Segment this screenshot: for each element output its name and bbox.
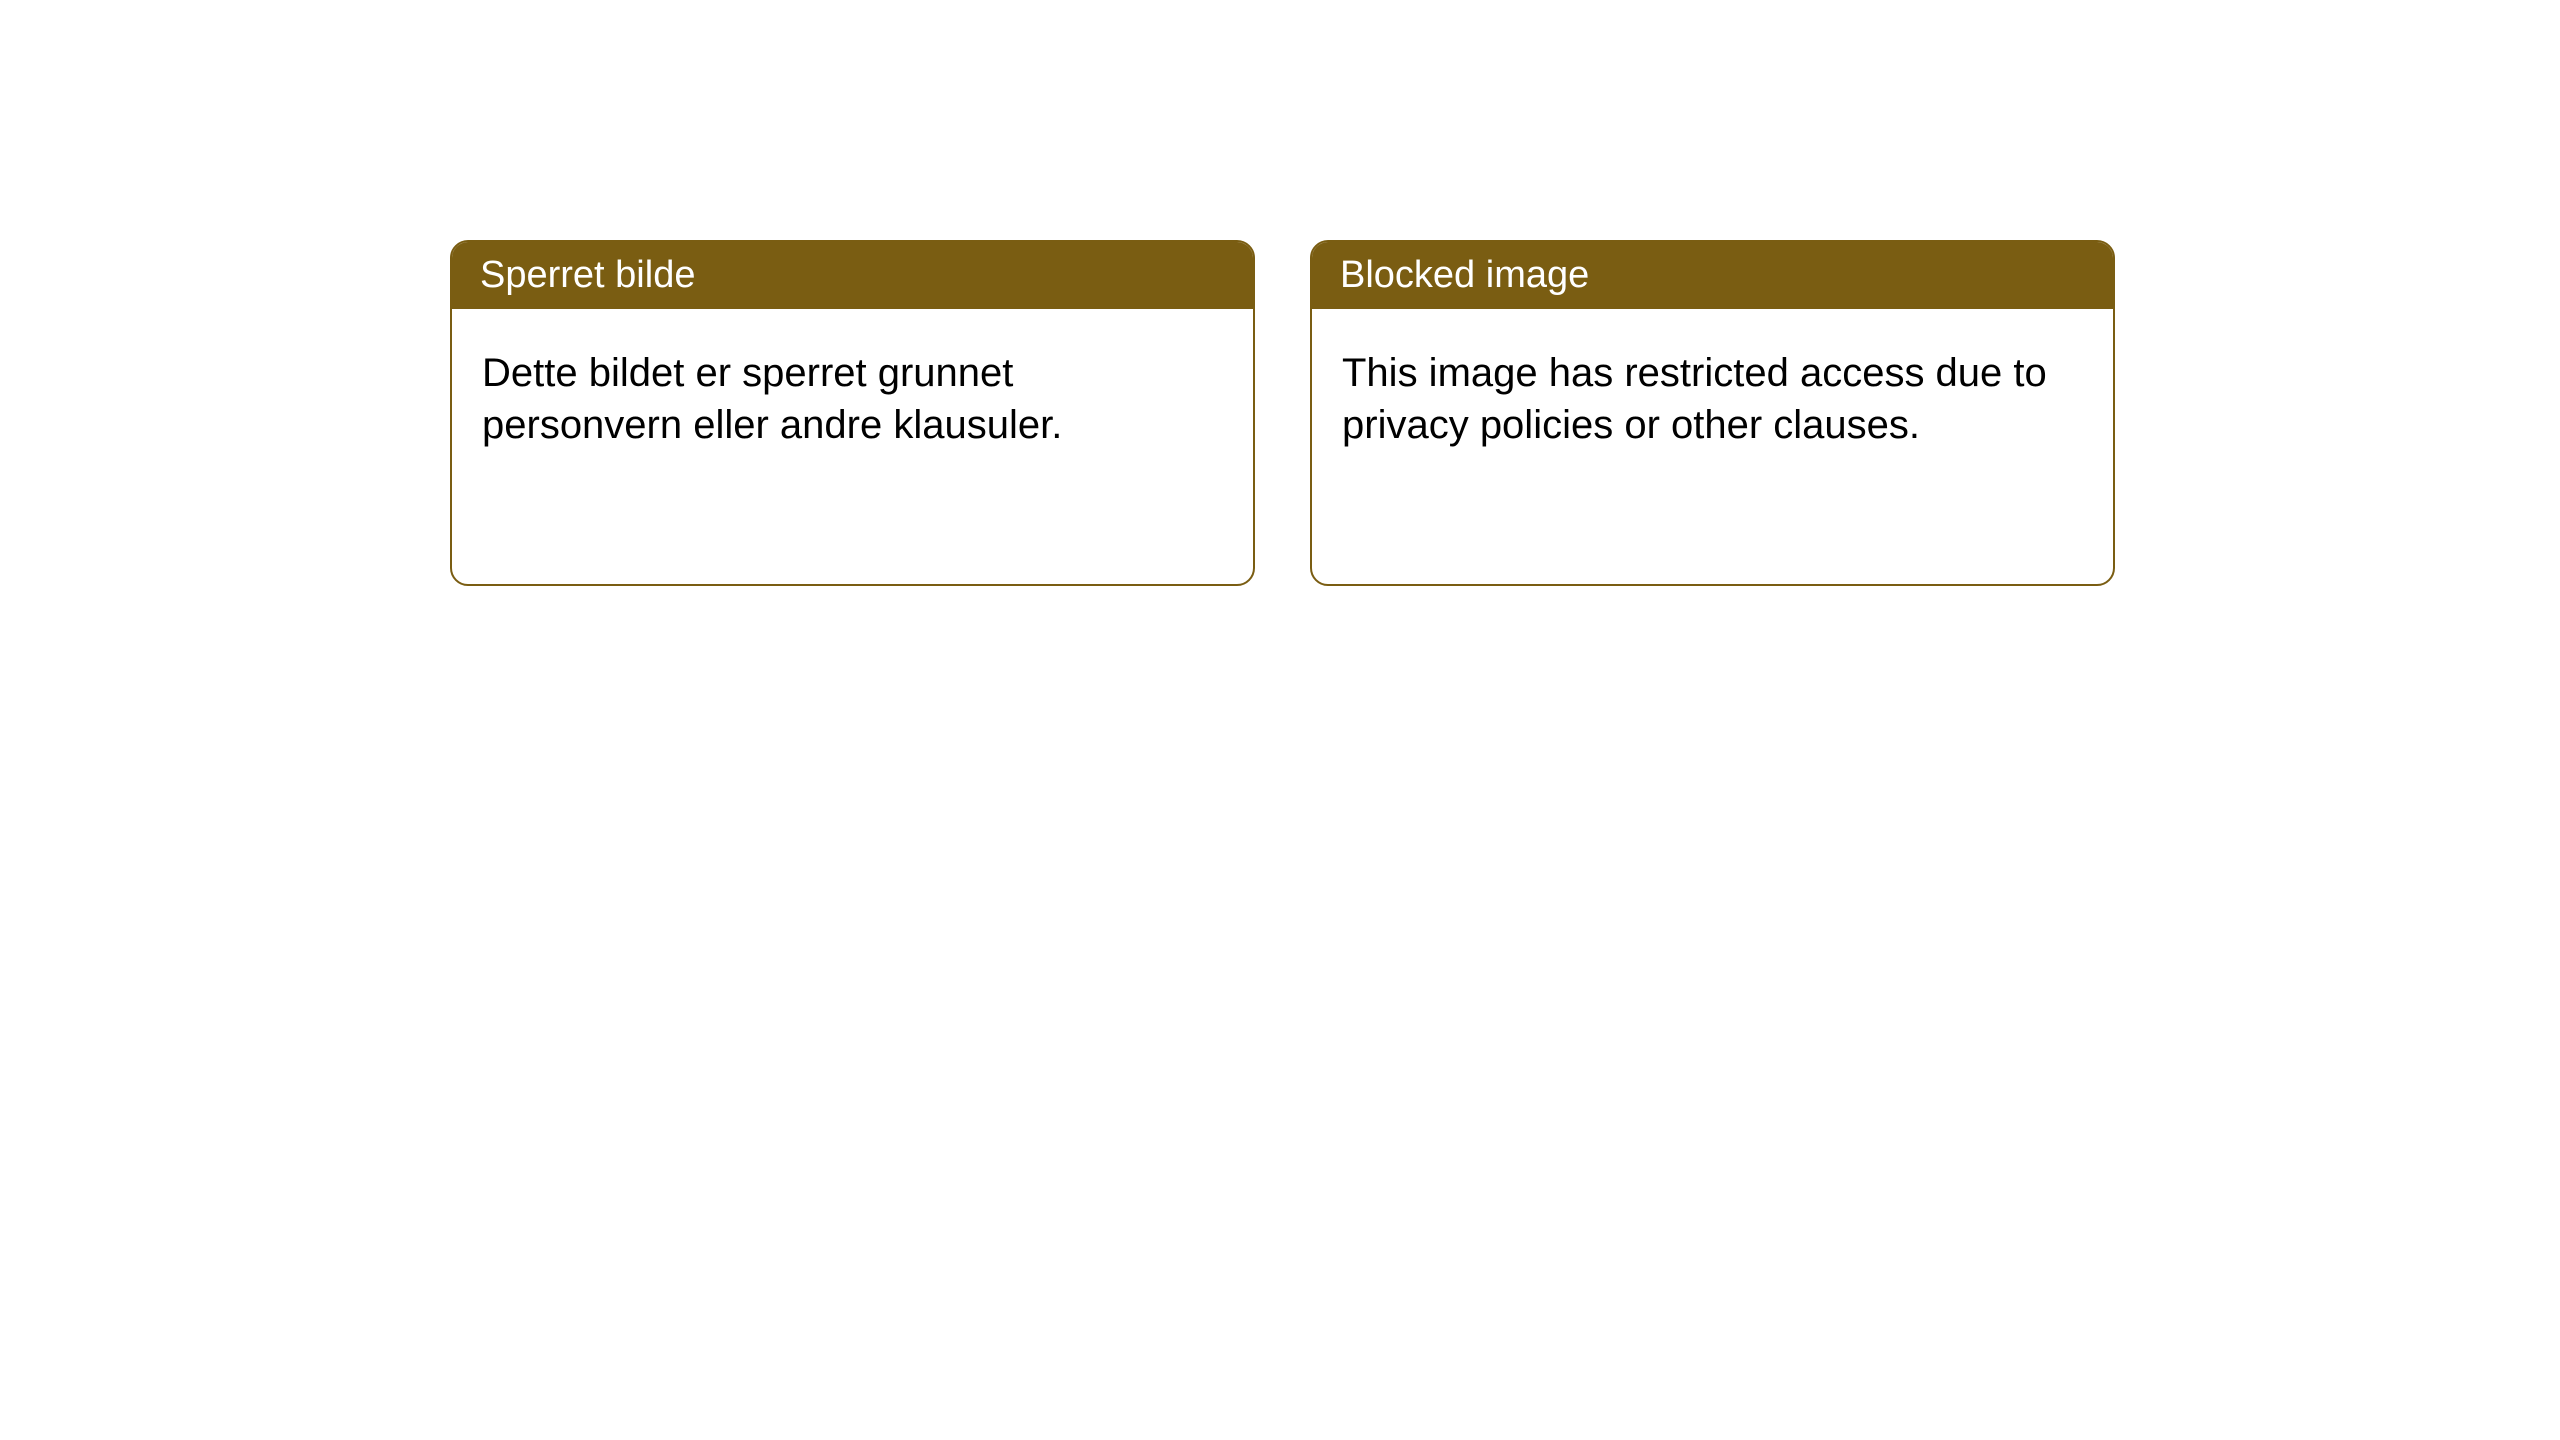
notice-title: Sperret bilde xyxy=(452,242,1253,309)
notice-body-text: Dette bildet er sperret grunnet personve… xyxy=(452,309,1253,584)
notice-container: Sperret bilde Dette bildet er sperret gr… xyxy=(450,240,2115,586)
notice-card-norwegian: Sperret bilde Dette bildet er sperret gr… xyxy=(450,240,1255,586)
notice-body-text: This image has restricted access due to … xyxy=(1312,309,2113,584)
notice-card-english: Blocked image This image has restricted … xyxy=(1310,240,2115,586)
notice-title: Blocked image xyxy=(1312,242,2113,309)
